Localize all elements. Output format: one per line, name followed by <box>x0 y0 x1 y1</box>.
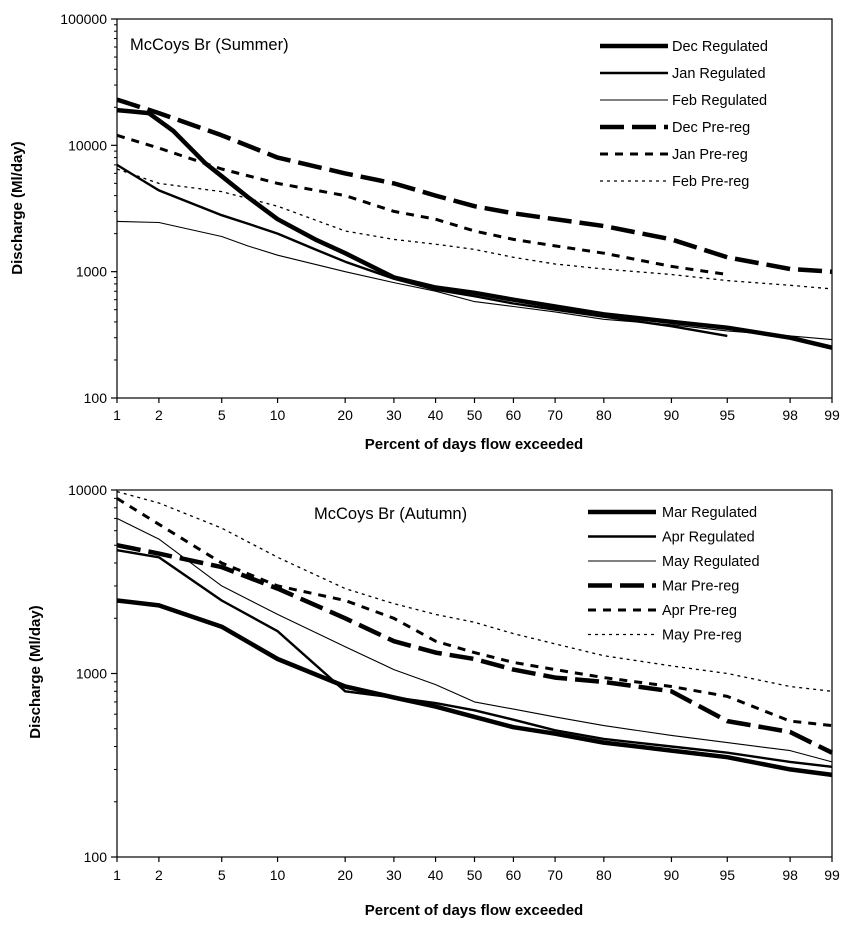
x-tick-label: 1 <box>113 867 121 883</box>
series-line-may-regulated <box>116 517 833 763</box>
y-tick-label: 100 <box>84 390 108 406</box>
series-line-mar-regulated <box>116 598 833 778</box>
legend-label: May Pre-reg <box>662 628 742 644</box>
x-tick-label: 50 <box>467 407 483 423</box>
y-tick-label: 10000 <box>68 137 107 153</box>
x-tick-label: 20 <box>337 867 353 883</box>
y-tick-label: 100000 <box>60 11 107 27</box>
legend-label: Mar Regulated <box>662 505 757 521</box>
legend-label: Feb Pre-reg <box>672 174 749 190</box>
chart-title: McCoys Br (Autumn) <box>314 505 467 523</box>
series-line-dec-pre-reg <box>116 97 833 274</box>
x-tick-label: 80 <box>596 407 612 423</box>
y-axis-title: Discharge (Ml/day) <box>27 605 44 738</box>
x-tick-label: 30 <box>386 867 402 883</box>
x-tick-label: 70 <box>547 867 563 883</box>
legend-label: Dec Pre-reg <box>672 120 750 136</box>
x-tick-label: 80 <box>596 867 612 883</box>
x-axis-title: Percent of days flow exceeded <box>365 436 583 453</box>
legend-label: Jan Pre-reg <box>672 147 748 163</box>
y-tick-label: 10000 <box>68 482 107 498</box>
chart-title: McCoys Br (Summer) <box>130 36 289 54</box>
x-axis-title: Percent of days flow exceeded <box>365 902 583 919</box>
legend-label: Dec Regulated <box>672 39 768 55</box>
legend-label: May Regulated <box>662 554 760 570</box>
x-tick-label: 10 <box>270 867 286 883</box>
series-line-apr-pre-reg <box>116 497 833 728</box>
y-tick-label: 1000 <box>76 264 107 280</box>
series-line-feb-pre-reg <box>116 168 833 290</box>
x-tick-label: 98 <box>782 867 798 883</box>
y-tick-label: 100 <box>84 849 108 865</box>
x-tick-label: 10 <box>270 407 286 423</box>
series-line-apr-regulated <box>116 549 833 768</box>
x-tick-label: 95 <box>719 867 735 883</box>
summer-flow-chart: 100 1000 10000 100000 1 2 5 10 20 30 40 50 60 70 80 90 9… <box>9 11 840 453</box>
x-tick-label: 98 <box>782 407 798 423</box>
x-tick-label: 99 <box>824 867 840 883</box>
x-tick-label: 2 <box>155 867 163 883</box>
y-axis-title: Discharge (Ml/day) <box>9 141 26 274</box>
x-tick-label: 30 <box>386 407 402 423</box>
x-tick-label: 20 <box>337 407 353 423</box>
x-tick-label: 60 <box>506 407 522 423</box>
series-line-feb-regulated <box>116 220 833 341</box>
x-tick-label: 95 <box>719 407 735 423</box>
series-line-jan-regulated <box>116 163 728 338</box>
legend-label: Jan Regulated <box>672 66 766 82</box>
x-tick-label: 70 <box>547 407 563 423</box>
series-line-dec-regulated <box>116 107 833 350</box>
series-line-jan-pre-reg <box>116 133 728 276</box>
x-tick-label: 60 <box>506 867 522 883</box>
x-tick-label: 5 <box>218 407 226 423</box>
x-tick-label: 1 <box>113 407 121 423</box>
legend-label: Mar Pre-reg <box>662 579 739 595</box>
x-tick-label: 90 <box>664 867 680 883</box>
legend-label: Feb Regulated <box>672 93 767 109</box>
autumn-flow-chart: 100 1000 10000 1 2 5 10 20 30 40 50 60 70 80 90 95 98 99 P… <box>27 482 840 919</box>
legend-label: Apr Regulated <box>662 530 755 546</box>
x-tick-label: 2 <box>155 407 163 423</box>
x-tick-label: 40 <box>428 407 444 423</box>
x-tick-label: 40 <box>428 867 444 883</box>
series-line-mar-pre-reg <box>116 542 833 755</box>
x-tick-label: 90 <box>664 407 680 423</box>
legend-label: Apr Pre-reg <box>662 603 737 619</box>
x-tick-label: 99 <box>824 407 840 423</box>
x-tick-label: 50 <box>467 867 483 883</box>
x-tick-label: 5 <box>218 867 226 883</box>
y-tick-label: 1000 <box>76 666 107 682</box>
